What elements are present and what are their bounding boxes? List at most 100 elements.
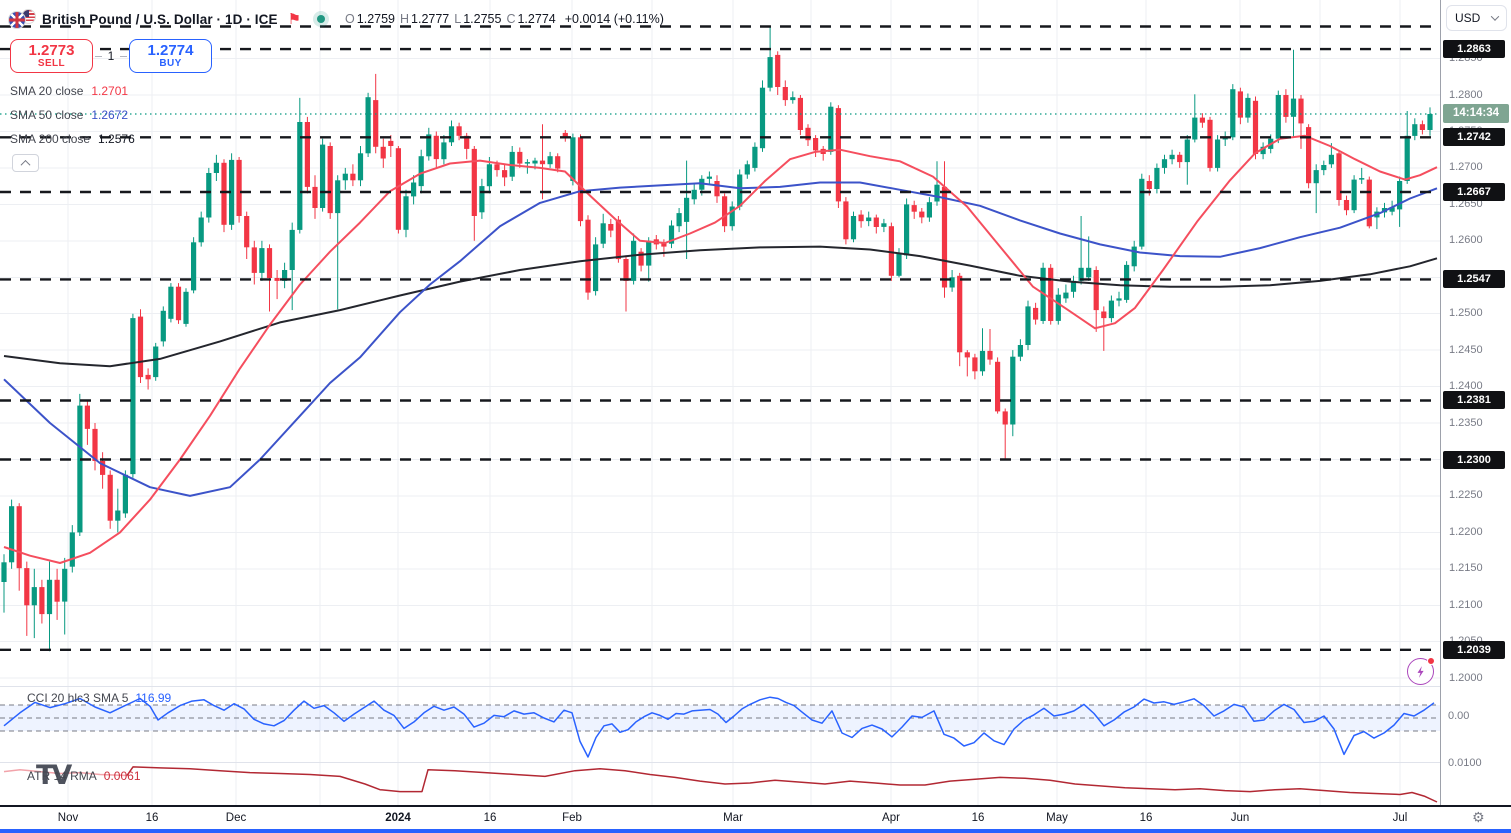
candle — [775, 51, 781, 95]
time-axis-label: 16 — [1139, 812, 1153, 824]
candle — [251, 240, 257, 285]
candle — [1290, 49, 1297, 138]
candle — [168, 283, 174, 323]
tradingview-watermark: TV — [36, 760, 72, 791]
indicator-legend-sma50[interactable]: SMA 50 close 1.2672 — [10, 108, 128, 122]
candle — [691, 183, 697, 205]
candle — [539, 124, 546, 200]
candle — [77, 393, 83, 536]
sma50-line — [3, 181, 1438, 497]
currency-selector[interactable]: USD — [1446, 5, 1507, 31]
candle — [964, 350, 970, 377]
bottom-accent-bar — [0, 829, 1511, 833]
candle — [175, 283, 182, 324]
indicator-legend-cci[interactable]: CCI 20 hlc3 SMA 5 116.99 — [27, 691, 171, 705]
sma50-label: SMA 50 close — [10, 108, 84, 122]
indicator-legend-sma200[interactable]: SMA 200 close 1.2576 — [10, 132, 135, 146]
candle — [1366, 176, 1372, 229]
high-label: H — [400, 12, 410, 26]
candle — [1283, 89, 1289, 123]
candle — [411, 175, 417, 205]
chevron-down-icon — [1490, 12, 1500, 21]
spread-value: 1 — [93, 49, 129, 63]
candle — [1199, 113, 1205, 128]
candle — [46, 561, 53, 652]
buy-button[interactable]: 1.2774 BUY — [129, 39, 212, 73]
time-axis-label: Apr — [882, 812, 900, 824]
time-axis-border — [0, 805, 1511, 807]
symbol-title[interactable]: British Pound / U.S. Dollar · 1D · ICE — [42, 11, 278, 27]
price-scale-label: 1.2000 — [1449, 671, 1483, 684]
indicator-legend-atr[interactable]: ATR 14 RMA 0.0061 — [27, 769, 141, 783]
candle — [160, 306, 166, 347]
candle — [1336, 150, 1342, 206]
candle — [54, 568, 60, 620]
candle — [668, 220, 675, 249]
pane-separator-cci-atr[interactable] — [0, 762, 1511, 763]
candle — [934, 161, 940, 206]
atr-value: 0.0061 — [103, 769, 141, 783]
candle — [676, 208, 682, 233]
candle — [1177, 151, 1183, 168]
time-axis-label: 16 — [145, 812, 159, 824]
candle — [1298, 95, 1304, 149]
sma20-value: 1.2701 — [91, 84, 129, 98]
chart-canvas[interactable] — [0, 0, 1440, 806]
candle — [600, 213, 606, 249]
collapse-legend-button[interactable] — [12, 154, 39, 172]
candle — [282, 262, 288, 289]
candle — [797, 95, 803, 136]
candle — [577, 134, 584, 227]
candle — [327, 142, 333, 219]
price-level-badge: 1.2547 — [1443, 270, 1505, 289]
atr-line — [126, 766, 1438, 803]
candle — [1116, 291, 1122, 307]
candle — [1033, 302, 1039, 325]
indicator-legend-sma20[interactable]: SMA 20 close 1.2701 — [10, 84, 128, 98]
cci-label: CCI 20 hlc3 SMA 5 — [27, 691, 129, 705]
candle — [562, 130, 568, 142]
time-axis[interactable]: ⚙ Nov 16 Dec 2024 16 Feb Mar Apr 16 May 16 Jun Jul — [0, 806, 1511, 830]
candle — [873, 214, 879, 234]
atr-line-light — [3, 769, 128, 777]
candle — [502, 163, 508, 187]
time-axis-label: Dec — [225, 812, 247, 824]
price-scale-label: 1.2100 — [1449, 598, 1483, 611]
candle — [198, 211, 204, 247]
candle — [1093, 266, 1099, 332]
atr-scale-label: 0.0100 — [1448, 757, 1482, 769]
candle — [684, 160, 690, 259]
market-status-icon[interactable] — [313, 11, 330, 27]
candle — [866, 211, 872, 227]
candle — [365, 92, 371, 157]
candle — [1245, 93, 1251, 123]
pane-separator-main-cci[interactable] — [0, 686, 1511, 687]
candle — [881, 218, 887, 233]
red-flag-icon[interactable]: ⚑ — [287, 10, 302, 28]
candle — [266, 244, 273, 312]
sell-button[interactable]: 1.2773 SELL — [10, 39, 93, 73]
candle — [1351, 175, 1357, 214]
candle — [229, 153, 235, 230]
candle — [995, 357, 1001, 414]
candle — [722, 193, 728, 233]
candle — [585, 215, 591, 300]
price-scale-label: 1.2800 — [1449, 88, 1483, 101]
candle — [342, 167, 348, 190]
candle — [259, 240, 265, 281]
candle — [433, 131, 439, 168]
candle — [1207, 116, 1213, 172]
lightning-alert-icon[interactable] — [1407, 657, 1435, 685]
candle — [380, 138, 386, 168]
time-axis-label: Jul — [1392, 812, 1408, 824]
candle — [350, 164, 356, 187]
axis-settings-gear-icon[interactable]: ⚙ — [1472, 810, 1485, 826]
candle — [1359, 167, 1365, 184]
time-axis-label: 2024 — [385, 812, 411, 824]
candle — [1192, 94, 1198, 143]
candle — [517, 147, 523, 168]
close-label: C — [506, 12, 516, 26]
buy-price: 1.2774 — [147, 41, 194, 59]
price-axis[interactable]: USD 1.28501.28001.27501.27001.26501.2600… — [1440, 0, 1511, 806]
candle — [1055, 288, 1061, 325]
